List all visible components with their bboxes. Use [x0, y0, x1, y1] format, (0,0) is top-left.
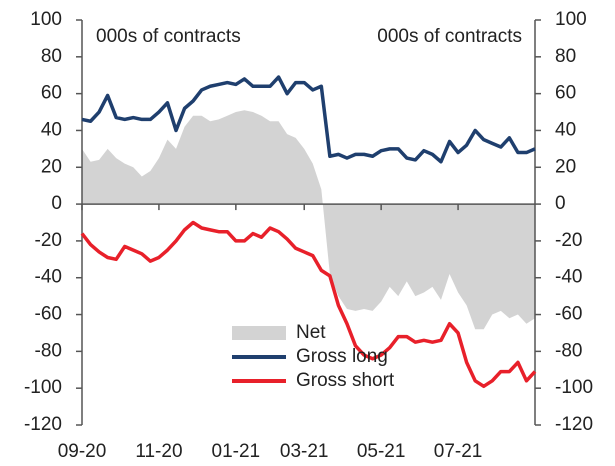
y-tick-label: -80 — [35, 340, 62, 361]
x-tick-label: 05-21 — [357, 441, 406, 462]
y-tick-label: 80 — [41, 46, 62, 67]
y-tick-label: -20 — [35, 230, 62, 251]
y2-tick-label: 0 — [555, 193, 566, 214]
x-tick-label: 01-21 — [212, 441, 261, 462]
net-area — [82, 110, 535, 330]
y-tick-label: 60 — [41, 83, 62, 104]
legend-label: Gross short — [296, 370, 395, 391]
annotation: 000s of contracts — [377, 26, 522, 47]
x-tick-label: 09-20 — [58, 441, 107, 462]
series-line — [80, 220, 537, 389]
y2-tick-label: 20 — [555, 156, 576, 177]
y2-tick-label: 40 — [555, 119, 576, 140]
y2-tick-label: -120 — [555, 414, 593, 435]
y2-tick-label: -40 — [555, 267, 582, 288]
x-tick-label: 03-21 — [280, 441, 329, 462]
x-tick-label: 11-20 — [135, 441, 182, 462]
legend-label: Net — [296, 322, 326, 343]
y2-tick-label: 60 — [555, 83, 576, 104]
x-tick-label: 07-21 — [434, 441, 483, 462]
y-tick-label: -120 — [24, 414, 62, 435]
y-tick-label: -60 — [35, 304, 62, 325]
annotation: 000s of contracts — [96, 26, 241, 47]
y2-tick-label: -20 — [555, 230, 582, 251]
y2-tick-label: -60 — [555, 304, 582, 325]
y-tick-label: -40 — [35, 267, 62, 288]
y2-tick-label: 100 — [555, 9, 587, 30]
legend-label: Gross long — [296, 346, 388, 367]
y-tick-label: -100 — [24, 377, 62, 398]
y2-tick-label: 80 — [555, 46, 576, 67]
y-tick-label: 40 — [41, 119, 62, 140]
y-tick-label: 100 — [30, 9, 62, 30]
legend-swatch — [232, 326, 286, 340]
y2-tick-label: -80 — [555, 340, 582, 361]
y2-tick-label: -100 — [555, 377, 593, 398]
y-tick-label: 0 — [51, 193, 62, 214]
y-tick-label: 20 — [41, 156, 62, 177]
series-line — [81, 75, 536, 164]
